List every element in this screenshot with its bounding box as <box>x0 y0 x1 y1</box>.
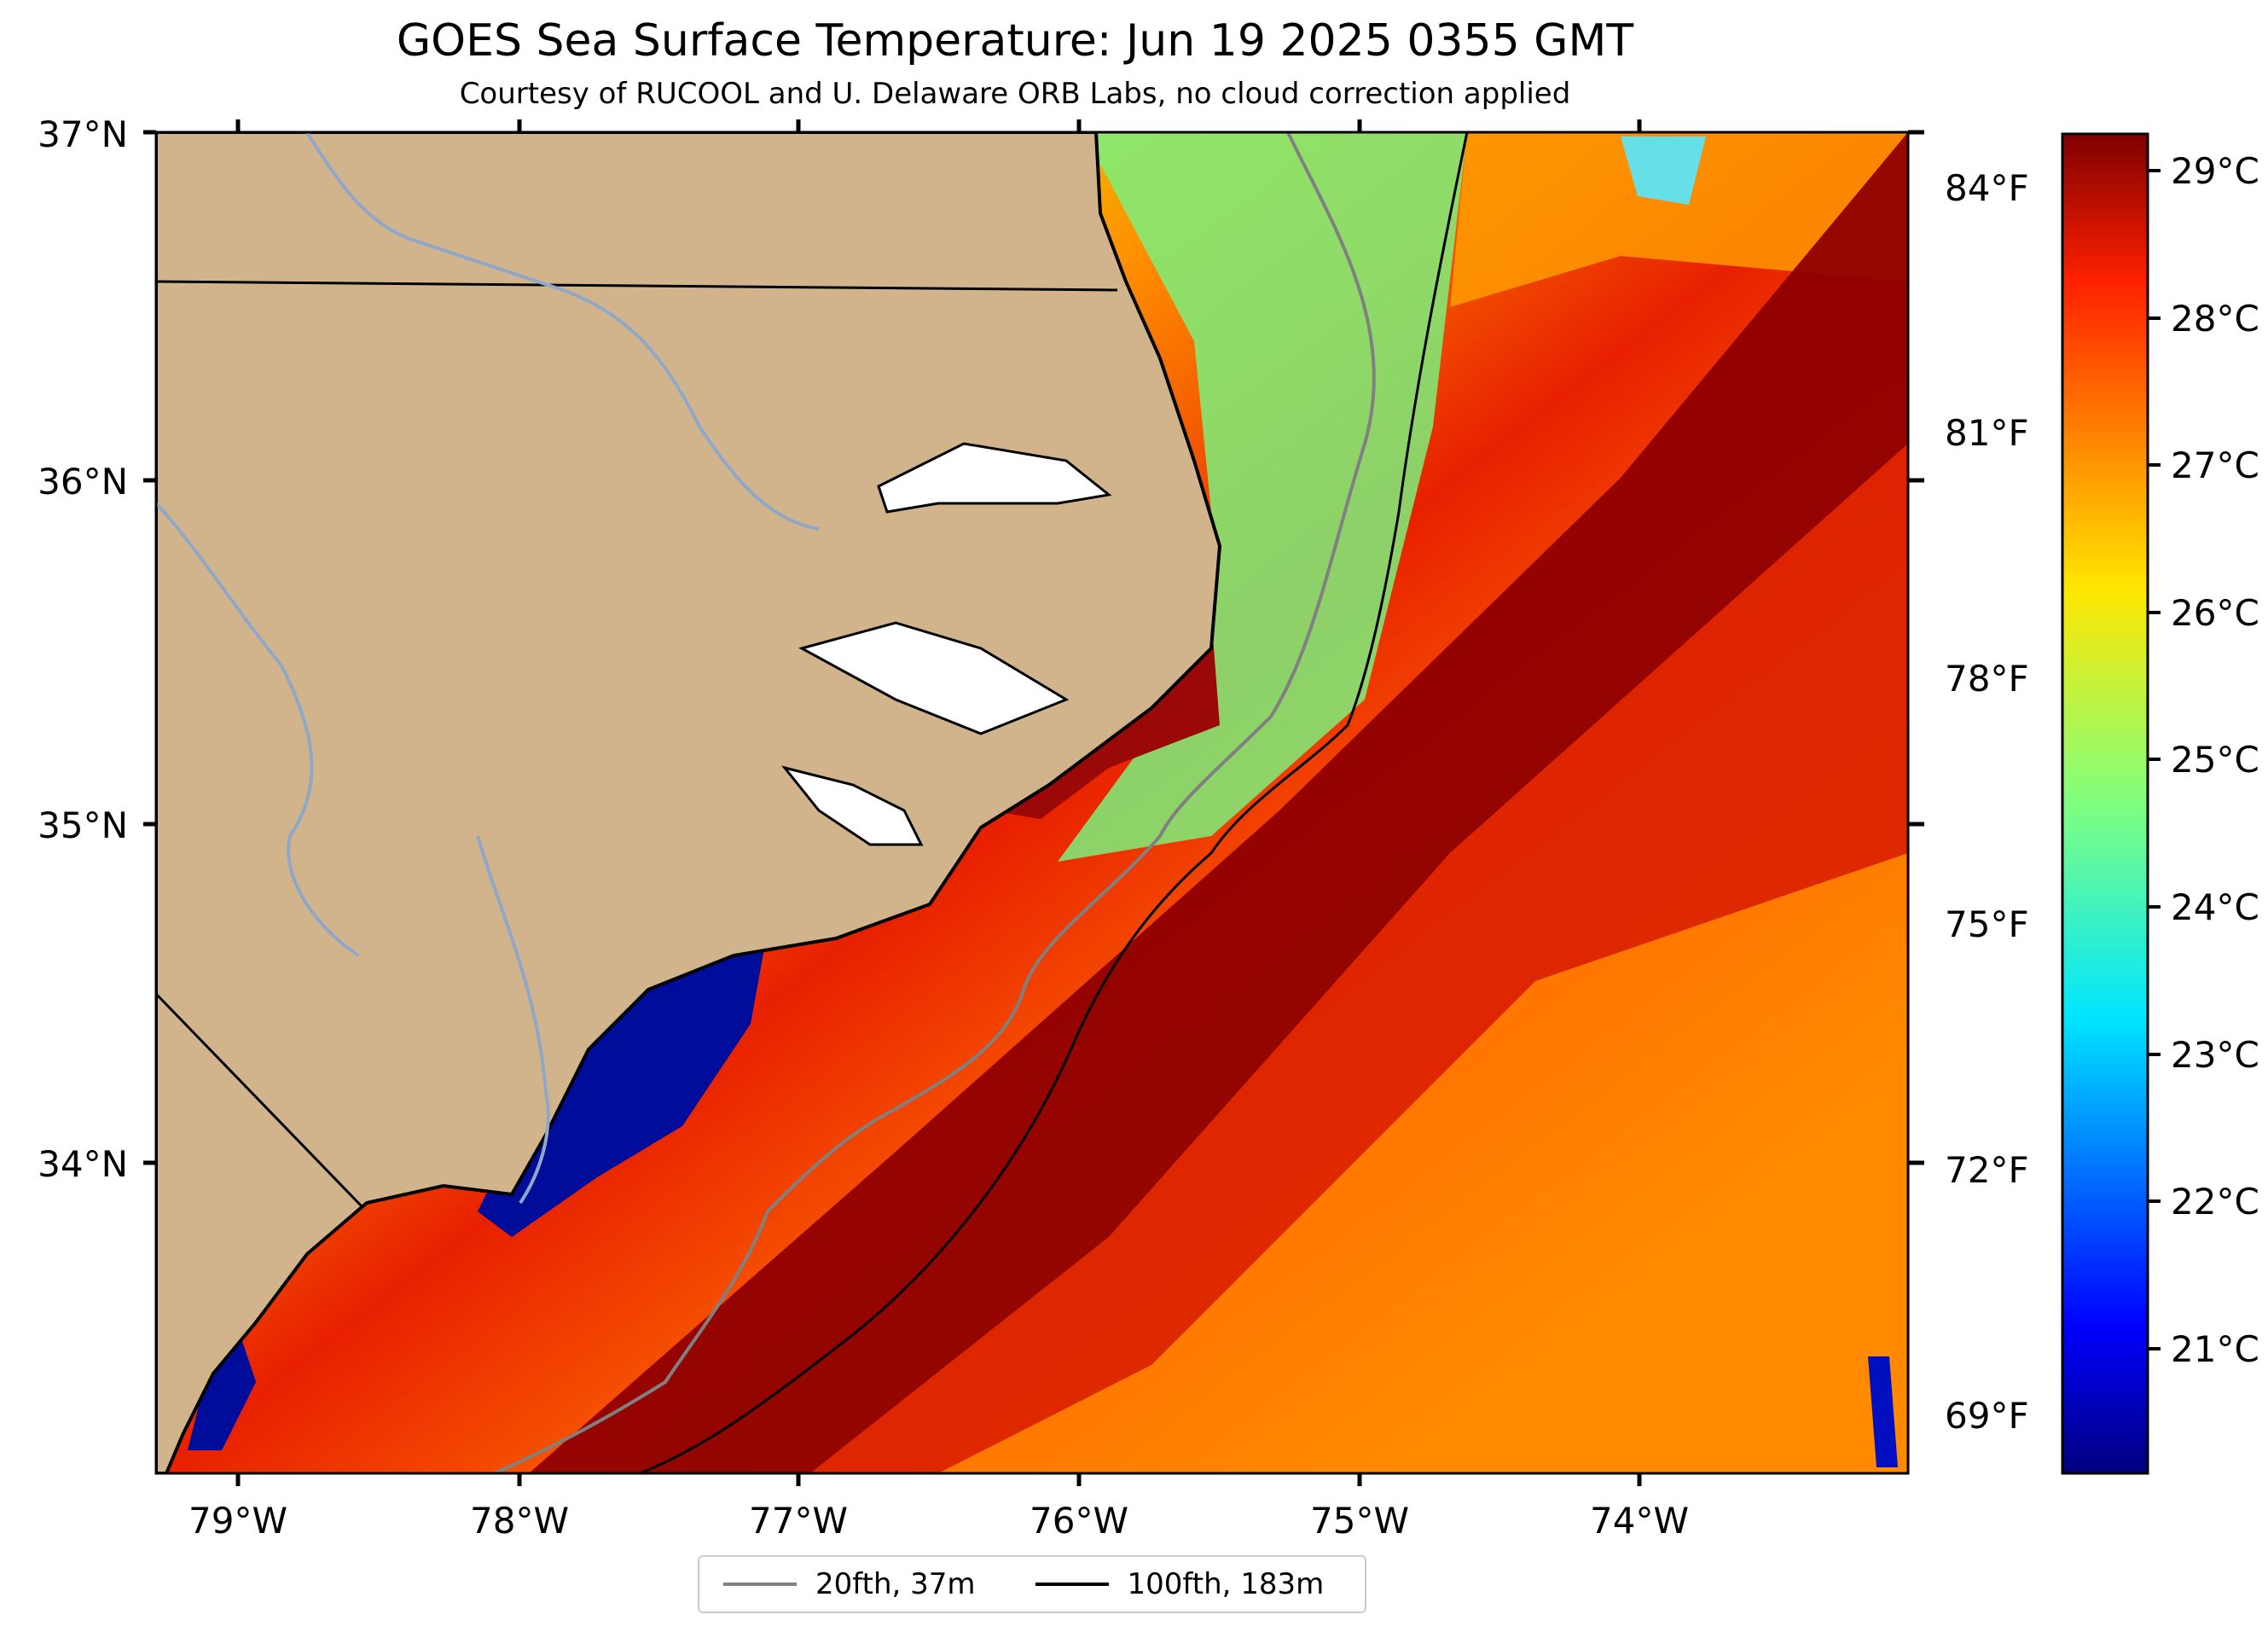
cb-label-25: 25°C <box>2171 739 2259 781</box>
top-ticks <box>235 119 1642 132</box>
f-label-75: 75°F <box>1945 903 2029 945</box>
lon-label-78w: 78°W <box>470 1500 569 1542</box>
offshore-warm-water-north <box>1450 132 1908 307</box>
lat-label-34: 34°N <box>38 1143 128 1185</box>
northeast-cape-fear-river <box>476 835 550 1205</box>
cb-label-26: 26°C <box>2171 592 2259 634</box>
fahrenheit-axis: 84°F 81°F 78°F 75°F 72°F 69°F <box>1908 130 2029 1437</box>
gulf-stream-edge <box>810 444 1908 1473</box>
cb-label-22: 22°C <box>2171 1181 2259 1223</box>
lon-label-79w: 79°W <box>189 1500 287 1542</box>
map-frame <box>154 131 1910 1475</box>
colorbar-gradient <box>2061 132 2149 1475</box>
cb-label-23: 23°C <box>2171 1034 2259 1076</box>
lat-label-37: 37°N <box>38 113 128 155</box>
cb-label-27: 27°C <box>2171 444 2259 486</box>
f-label-81: 81°F <box>1945 412 2029 454</box>
roanoke-river <box>305 132 820 531</box>
chart-subtitle: Courtesy of RUCOOL and U. Delaware ORB L… <box>459 77 1571 111</box>
legend-label-100fth: 100fth, 183m <box>1127 1567 1325 1601</box>
lon-label-75w: 75°W <box>1310 1500 1409 1542</box>
isobath-20fth <box>494 132 1376 1473</box>
f-label-78: 78°F <box>1945 658 2029 700</box>
legend-label-20fth: 20fth, 37m <box>815 1567 976 1601</box>
lat-label-36: 36°N <box>38 461 128 502</box>
cold-upwelling-onslow <box>478 930 768 1237</box>
isobath-100fth <box>639 132 1469 1473</box>
colorbar: 29°C 28°C 27°C 26°C 25°C 24°C 23°C 22°C … <box>2061 132 2259 1475</box>
cape-fear-river <box>156 502 360 957</box>
nc-sc-border <box>156 992 364 1209</box>
lon-axis: 79°W 78°W 77°W 76°W 75°W 74°W <box>189 1473 1689 1542</box>
legend-line-black <box>1035 1583 1109 1586</box>
albemarle-sound <box>877 442 1112 514</box>
lat-label-35: 35°N <box>38 804 128 846</box>
cb-label-29: 29°C <box>2171 150 2259 192</box>
chart-title: GOES Sea Surface Temperature: Jun 19 202… <box>396 15 1634 67</box>
f-label-84: 84°F <box>1945 167 2029 209</box>
lon-label-77w: 77°W <box>749 1500 848 1542</box>
map-area <box>156 132 1908 1473</box>
cb-label-21: 21°C <box>2171 1328 2259 1370</box>
lat-axis: 37°N 36°N 35°N 34°N <box>38 113 156 1185</box>
legend: 20fth, 37m 100fth, 183m <box>698 1555 1366 1613</box>
f-label-69: 69°F <box>1945 1395 2029 1437</box>
cb-label-24: 24°C <box>2171 886 2259 928</box>
neuse-river <box>781 765 924 846</box>
cb-label-28: 28°C <box>2171 298 2259 340</box>
cold-water-southwest <box>188 1331 256 1450</box>
lon-label-74w: 74°W <box>1590 1500 1689 1542</box>
legend-item-100fth: 100fth, 183m <box>1035 1567 1325 1601</box>
legend-item-20fth: 20fth, 37m <box>723 1567 976 1601</box>
nc-va-border <box>156 280 1118 292</box>
legend-line-gray <box>723 1583 797 1586</box>
lon-label-76w: 76°W <box>1030 1500 1128 1542</box>
cool-eddy-north <box>1621 136 1706 205</box>
f-label-72: 72°F <box>1945 1149 2029 1191</box>
cold-patch-southeast <box>1868 1356 1898 1467</box>
pamlico-river <box>798 621 1070 735</box>
